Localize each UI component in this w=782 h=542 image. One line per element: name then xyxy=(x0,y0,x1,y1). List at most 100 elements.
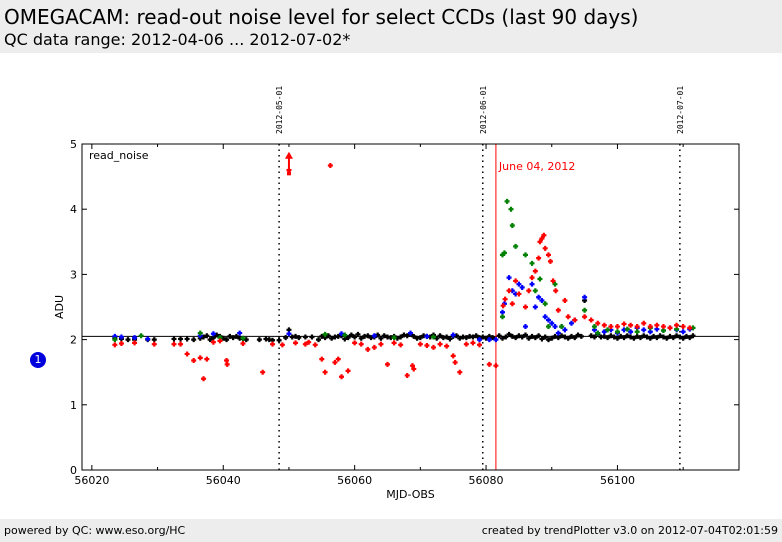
data-point xyxy=(565,314,571,320)
data-point xyxy=(457,369,463,375)
data-point xyxy=(680,324,686,330)
data-point xyxy=(385,361,391,367)
data-point xyxy=(506,331,512,337)
data-point xyxy=(542,245,548,251)
data-point xyxy=(302,341,308,347)
data-point xyxy=(545,252,551,258)
data-point xyxy=(408,330,413,336)
x-tick-label: 56020 xyxy=(74,474,109,487)
data-point xyxy=(513,335,519,341)
data-point xyxy=(417,341,423,347)
month-markers: 2012-05-01 2012-06-01 2012-07-01 June 04, 2… xyxy=(82,86,739,470)
data-point xyxy=(532,288,538,294)
data-point xyxy=(476,342,482,348)
data-point xyxy=(667,333,673,339)
data-point xyxy=(476,337,482,343)
data-point xyxy=(151,337,157,343)
data-point xyxy=(611,334,617,340)
data-point xyxy=(371,344,377,350)
data-point xyxy=(637,335,643,341)
plot-frame xyxy=(81,143,740,471)
data-point xyxy=(112,337,118,343)
data-point xyxy=(237,330,243,336)
data-point xyxy=(608,333,614,339)
data-point xyxy=(562,327,568,333)
data-point xyxy=(339,331,345,337)
data-point xyxy=(365,333,371,339)
data-point xyxy=(325,333,331,339)
data-point xyxy=(509,333,515,339)
y-tick-label: 0 xyxy=(70,464,77,477)
data-point xyxy=(240,335,246,341)
data-point xyxy=(463,335,469,341)
data-point xyxy=(690,333,696,339)
data-point xyxy=(644,334,650,340)
data-point xyxy=(547,258,553,264)
data-point xyxy=(335,356,341,362)
data-point xyxy=(657,333,663,339)
data-point xyxy=(550,278,556,284)
data-point xyxy=(486,337,492,343)
data-point xyxy=(519,334,525,340)
data-point xyxy=(539,297,545,303)
x-tick-label: 56040 xyxy=(206,474,241,487)
footer-powered-by[interactable]: powered by QC: www.eso.org/HC xyxy=(4,524,186,537)
data-point xyxy=(352,340,358,346)
data-point xyxy=(279,342,285,348)
footer-created-by: created by trendPlotter v3.0 on 2012-07-… xyxy=(481,524,778,537)
y-tick-label: 3 xyxy=(70,268,77,281)
data-point xyxy=(545,324,551,330)
data-point xyxy=(256,337,262,343)
data-point xyxy=(537,276,543,282)
data-point xyxy=(398,334,404,340)
data-point xyxy=(125,337,131,343)
data-point xyxy=(309,334,315,340)
panel-label: read_noise xyxy=(89,149,149,162)
series-red xyxy=(112,163,693,382)
data-point xyxy=(529,333,535,339)
data-point xyxy=(555,335,561,341)
data-point xyxy=(227,333,233,339)
data-point xyxy=(480,334,486,340)
data-point xyxy=(559,324,565,330)
data-point xyxy=(112,342,118,348)
data-point xyxy=(276,337,282,343)
data-point xyxy=(197,330,203,336)
data-point xyxy=(178,336,184,342)
data-point xyxy=(319,333,325,339)
data-point xyxy=(605,335,611,341)
data-point xyxy=(555,330,561,336)
data-point xyxy=(647,335,653,341)
page-subtitle: QC data range: 2012-04-06 ... 2012-07-02… xyxy=(4,30,351,49)
data-point xyxy=(545,317,551,323)
data-point xyxy=(270,341,276,347)
data-point xyxy=(624,333,630,339)
data-point xyxy=(501,250,507,256)
data-point xyxy=(683,333,689,339)
data-point xyxy=(204,333,210,339)
data-point xyxy=(595,330,601,336)
data-point xyxy=(621,321,627,327)
data-point xyxy=(519,284,525,290)
data-point xyxy=(486,361,492,367)
data-point xyxy=(575,332,581,338)
x-tick-label: 56080 xyxy=(469,474,504,487)
data-point xyxy=(430,334,436,340)
data-point xyxy=(674,333,680,339)
y-tick-label: 4 xyxy=(70,203,77,216)
data-point xyxy=(526,335,532,341)
data-point xyxy=(424,342,430,348)
index-badge[interactable]: 1 xyxy=(30,352,46,368)
data-point xyxy=(178,341,184,347)
footer: powered by QC: www.eso.org/HC created by… xyxy=(0,519,782,542)
data-point xyxy=(549,335,555,341)
data-point xyxy=(500,303,506,309)
data-point xyxy=(508,206,514,212)
data-point xyxy=(499,309,505,315)
data-point xyxy=(516,333,522,339)
data-point xyxy=(444,334,450,340)
data-point xyxy=(647,324,653,330)
data-point xyxy=(539,236,545,242)
data-point xyxy=(322,369,328,375)
data-point xyxy=(191,337,197,343)
